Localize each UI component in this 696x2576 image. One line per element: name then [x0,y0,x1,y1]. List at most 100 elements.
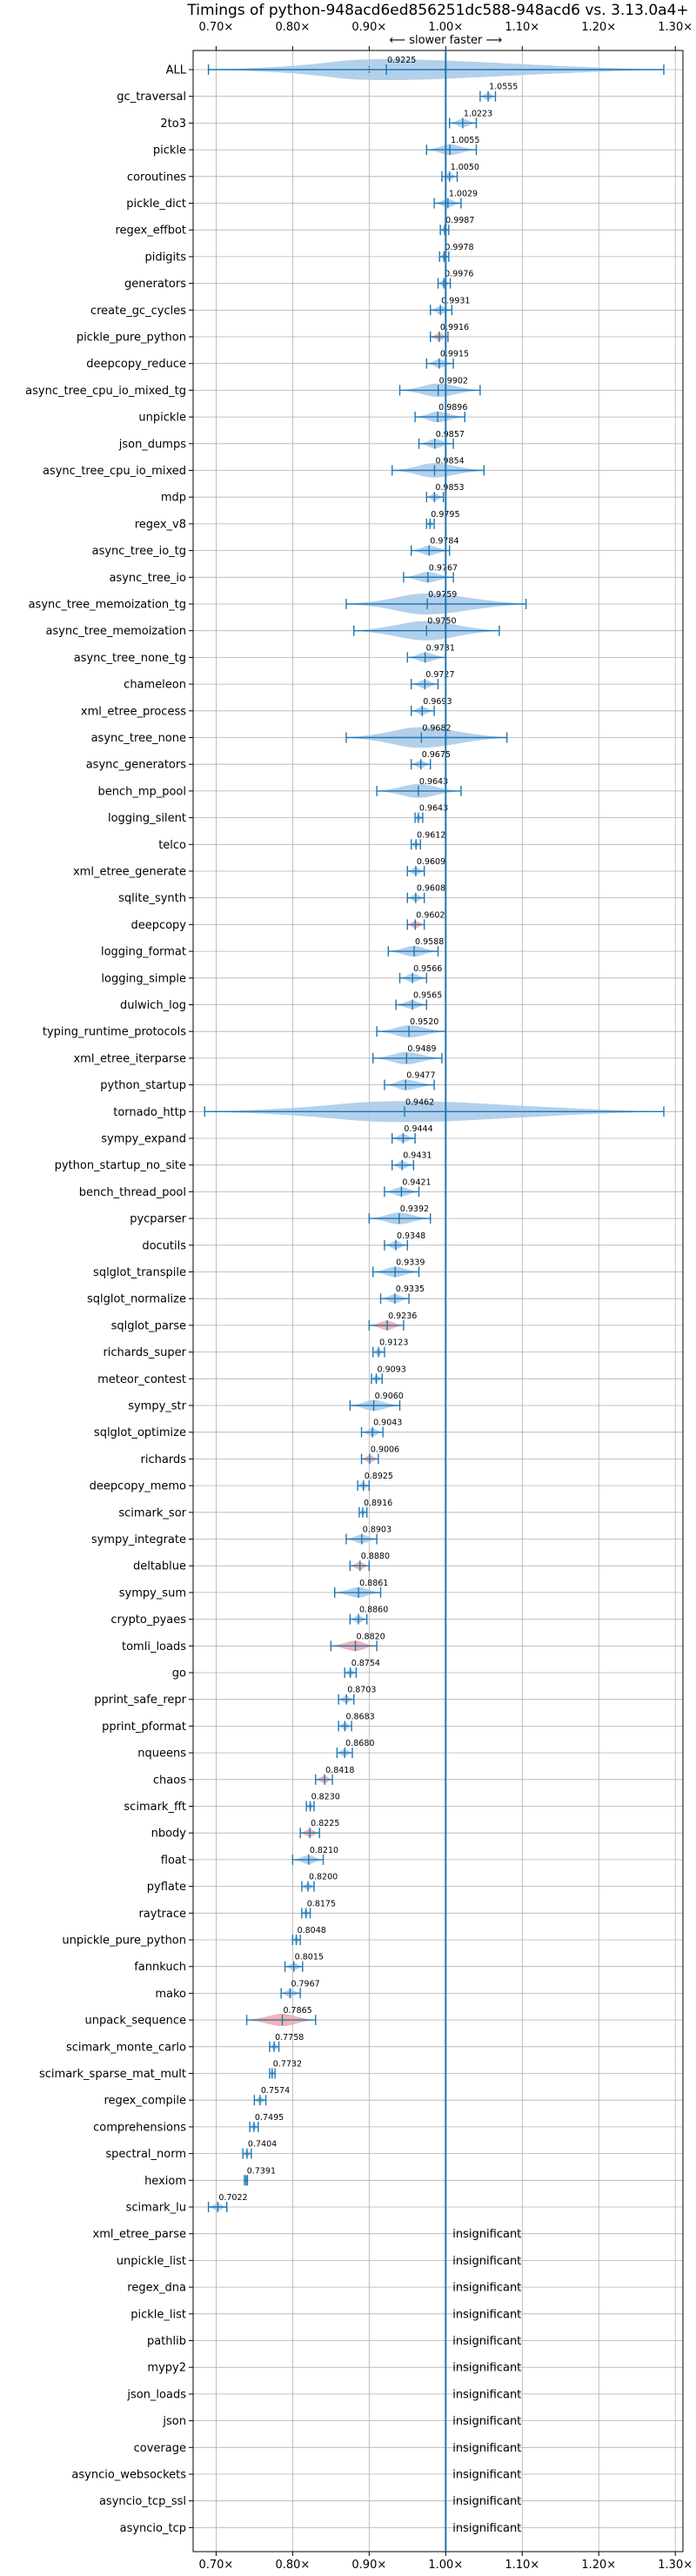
violin-group: 0.9675 [411,750,451,770]
benchmark-label: unpickle_list [117,2255,186,2268]
x-tick-label-top: 0.80× [275,21,310,34]
benchmark-label: sqlite_synth [118,892,186,905]
value-label: 0.9750 [427,617,456,627]
value-label: 0.8175 [307,1899,336,1909]
insignificant-label: insignificant [452,2388,521,2401]
value-label: 1.0223 [464,109,492,118]
violin-group: 0.8880 [349,1552,390,1572]
benchmark-label: pprint_pformat [102,1721,186,1734]
violin-group: 0.9784 [411,537,459,556]
benchmark-label: nqueens [137,1748,186,1761]
benchmark-label: richards [141,1453,187,1466]
x-tick-label-bottom: 1.00× [428,2559,463,2572]
benchmark-label: logging_format [101,946,186,959]
value-label: 0.9976 [445,270,473,279]
value-label: 0.9853 [435,483,464,493]
violin-group: 0.9421 [384,1177,432,1197]
benchmark-label: regex_dna [127,2282,186,2295]
violin-group: 0.9489 [372,1044,443,1064]
x-tick-label-bottom: 1.20× [581,2559,616,2572]
violin-group: 0.8680 [336,1739,374,1759]
benchmark-label: pathlib [147,2335,186,2348]
value-label: 0.8210 [310,1846,338,1855]
violin-group: 0.7404 [242,2140,277,2159]
violin-group: 0.9392 [368,1204,432,1224]
benchmark-label: xml_etree_process [81,705,186,718]
value-label: 0.9675 [422,750,451,760]
value-label: 0.9784 [430,537,458,547]
value-label: 0.7732 [273,2060,302,2070]
benchmark-label: deepcopy [130,919,186,932]
benchmark-label: async_tree_memoization [45,625,186,638]
value-label: 1.0050 [451,163,479,172]
value-label: 0.9565 [413,991,442,1001]
value-label: 0.8820 [356,1632,385,1641]
violin-group: 0.9978 [438,243,474,262]
x-tick-label-bottom: 0.70× [198,2559,233,2572]
violin-group: 0.8210 [291,1846,338,1865]
violin-group: 0.8703 [338,1686,376,1705]
violin-group: 0.9902 [398,376,481,398]
violin-group: 0.9612 [411,830,445,850]
value-label: 0.7391 [247,2166,276,2176]
benchmark-label: nbody [151,1828,187,1841]
violin-group: 0.9854 [392,457,485,478]
value-label: 0.8880 [361,1552,390,1561]
violin-group: 0.8048 [291,1926,326,1945]
benchmark-label: sympy_sum [119,1587,186,1600]
violin-group: 0.9727 [411,670,455,690]
plot-frame [192,50,684,2553]
value-label: 0.9854 [435,457,464,466]
value-label: 0.8916 [364,1499,392,1508]
value-label: 0.9043 [373,1419,402,1428]
value-label: 0.9421 [402,1177,431,1187]
benchmark-label: async_tree_memoization_tg [29,599,186,612]
value-label: 1.0555 [489,83,518,92]
value-label: 0.8200 [309,1873,338,1882]
value-label: 0.8680 [345,1739,374,1748]
benchmark-label: chaos [153,1774,186,1787]
violin-group: 0.9236 [368,1311,417,1331]
violin-group: 0.9682 [345,724,508,748]
violin-group: 0.7495 [249,2113,284,2132]
violin-group: 0.9693 [411,697,452,716]
value-label: 0.7574 [261,2086,290,2096]
benchmark-label: async_generators [86,759,187,772]
benchmark-label: sqlglot_normalize [87,1293,186,1306]
benchmark-label: typing_runtime_protocols [43,1026,186,1039]
benchmark-label: pycparser [130,1213,186,1226]
value-label: 0.9643 [419,804,448,814]
violin-group: 0.8903 [345,1526,392,1545]
insignificant-label: insignificant [452,2522,521,2535]
insignificant-label: insignificant [452,2255,521,2268]
insignificant-label: insignificant [452,2495,521,2508]
violin-group: 0.9931 [430,296,470,316]
violin-group: 0.9339 [372,1258,425,1278]
violin-group: 0.7732 [269,2060,302,2079]
value-label: 0.9759 [428,590,457,600]
benchmark-label: logging_simple [101,972,186,985]
violin-group: 0.9462 [204,1097,665,1123]
violin-group: 0.7865 [245,2006,317,2027]
violin-group: 0.9060 [349,1392,404,1412]
benchmark-label: pprint_safe_repr [94,1694,186,1707]
benchmark-label: pyflate [147,1881,186,1894]
violin-group: 0.9915 [425,350,469,369]
benchmark-label: crypto_pyaes [110,1613,186,1627]
value-label: 0.9392 [400,1204,429,1214]
violin-group: 0.9609 [406,857,445,876]
violin-group: 0.9477 [384,1071,436,1090]
benchmark-label: richards_super [103,1346,186,1359]
value-label: 0.9931 [441,296,470,305]
value-label: 0.8861 [359,1579,388,1588]
benchmark-label: unpickle_pure_python [62,1935,186,1948]
value-label: 0.9225 [387,56,416,65]
benchmark-label: xml_etree_iterparse [73,1052,186,1065]
value-label: 0.8903 [363,1526,392,1535]
benchmark-label: bench_thread_pool [79,1186,186,1199]
x-tick-label-bottom: 1.10× [505,2559,539,2572]
value-label: 1.0029 [449,190,478,199]
benchmark-label: regex_compile [104,2095,186,2108]
violin-group: 0.7574 [253,2086,290,2106]
violin-group: 0.8683 [338,1712,375,1732]
